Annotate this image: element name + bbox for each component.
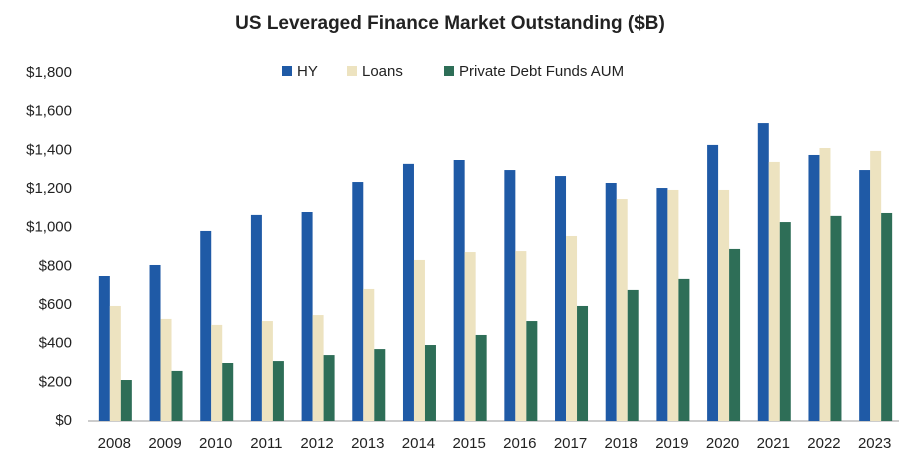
x-tick-label: 2009 <box>148 435 181 452</box>
x-tick-label: 2017 <box>554 435 587 452</box>
bar <box>464 252 476 421</box>
bar <box>200 230 212 421</box>
bar <box>120 380 132 421</box>
bar <box>678 278 690 421</box>
bar <box>757 123 769 421</box>
x-tick-label: 2010 <box>199 435 232 452</box>
y-tick-label: $0 <box>55 412 72 429</box>
bar <box>363 288 375 421</box>
y-tick-label: $200 <box>39 373 72 390</box>
x-tick-label: 2016 <box>503 435 536 452</box>
bar <box>261 321 273 421</box>
bar <box>250 214 262 421</box>
bar <box>109 305 121 421</box>
x-tick-label: 2013 <box>351 435 384 452</box>
bar <box>667 189 679 421</box>
y-tick-label: $1,000 <box>26 219 72 236</box>
bar <box>301 212 313 421</box>
x-tick-label: 2022 <box>807 435 840 452</box>
x-tick-label: 2021 <box>757 435 790 452</box>
x-tick-label: 2012 <box>300 435 333 452</box>
legend-swatch <box>347 66 357 76</box>
y-tick-label: $600 <box>39 296 72 313</box>
x-tick-label: 2019 <box>655 435 688 452</box>
bar <box>98 276 110 421</box>
legend-swatch <box>444 66 454 76</box>
bar <box>312 315 324 421</box>
bar <box>526 321 538 421</box>
legend-swatch <box>282 66 292 76</box>
bar <box>424 345 436 421</box>
x-tick-label: 2008 <box>98 435 131 452</box>
bar <box>718 189 730 421</box>
x-tick-label: 2011 <box>250 435 282 452</box>
bar <box>475 334 487 421</box>
bar <box>222 363 234 421</box>
bar <box>830 215 842 421</box>
chart-title: US Leveraged Finance Market Outstanding … <box>235 13 665 34</box>
bar <box>402 163 414 421</box>
y-tick-label: $1,400 <box>26 141 72 158</box>
bar <box>656 188 668 421</box>
bar <box>160 318 172 421</box>
bar <box>627 289 639 421</box>
y-tick-label: $1,600 <box>26 103 72 120</box>
bar <box>577 305 589 421</box>
x-tick-label: 2015 <box>452 435 485 452</box>
bar <box>374 349 386 421</box>
x-tick-label: 2018 <box>605 435 638 452</box>
bar <box>504 170 516 421</box>
bar <box>566 235 578 421</box>
x-tick-label: 2014 <box>402 435 435 452</box>
bar <box>555 176 567 421</box>
y-tick-label: $400 <box>39 335 72 352</box>
bar <box>453 160 465 421</box>
y-tick-label: $1,200 <box>26 180 72 197</box>
bar <box>819 148 831 421</box>
bar <box>779 222 791 421</box>
bar <box>352 182 364 421</box>
bar <box>605 183 617 421</box>
x-tick-label: 2020 <box>706 435 739 452</box>
bar <box>211 324 223 421</box>
bar <box>171 370 183 421</box>
legend-label: HY <box>297 63 318 80</box>
x-tick-label: 2023 <box>858 435 891 452</box>
bar <box>859 170 871 421</box>
y-tick-label: $800 <box>39 257 72 274</box>
y-tick-label: $1,800 <box>26 64 72 81</box>
bar <box>323 355 335 421</box>
legend-label: Loans <box>362 63 403 80</box>
bar <box>707 144 719 422</box>
bar <box>149 264 161 421</box>
bar <box>729 248 741 421</box>
bar <box>870 150 882 421</box>
bar <box>515 251 527 421</box>
bar <box>768 161 780 421</box>
bar <box>616 199 628 421</box>
bar <box>808 154 820 421</box>
legend-label: Private Debt Funds AUM <box>459 63 624 80</box>
bar <box>881 212 893 421</box>
bar <box>413 259 425 421</box>
bar <box>272 361 284 421</box>
